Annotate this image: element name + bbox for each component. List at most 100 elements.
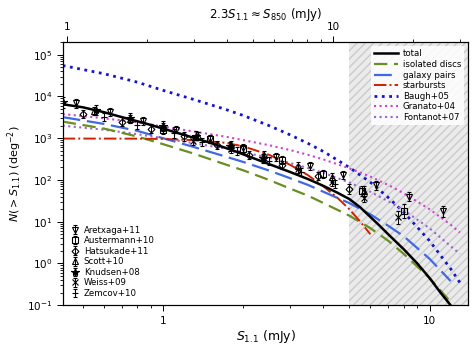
starbursts <box>287 163 293 167</box>
starbursts <box>357 220 363 224</box>
isolated discs <box>448 300 454 304</box>
total <box>182 133 187 137</box>
total <box>119 115 125 119</box>
starbursts <box>334 196 340 200</box>
total <box>457 316 463 320</box>
Baugh+05 <box>457 280 463 285</box>
Baugh+05 <box>401 210 407 214</box>
galaxy pairs <box>266 168 272 173</box>
Fontanot+07 <box>448 244 454 248</box>
Baugh+05 <box>191 97 196 101</box>
X-axis label: $S_{1.1}$ (mJy): $S_{1.1}$ (mJy) <box>236 329 296 345</box>
starbursts <box>222 141 228 145</box>
Line: galaxy pairs: galaxy pairs <box>63 117 451 281</box>
Granato+04 <box>191 130 196 134</box>
total <box>427 276 432 280</box>
starbursts <box>60 137 65 141</box>
Baugh+05 <box>101 72 107 76</box>
isolated discs <box>320 201 326 205</box>
Granato+04 <box>367 174 373 179</box>
Granato+04 <box>346 166 352 171</box>
Fontanot+07 <box>101 128 107 132</box>
isolated discs <box>346 213 352 218</box>
Fontanot+07 <box>457 252 463 256</box>
starbursts <box>135 137 140 141</box>
Baugh+05 <box>135 80 140 84</box>
Line: Baugh+05: Baugh+05 <box>63 66 460 283</box>
Granato+04 <box>427 207 432 211</box>
isolated discs <box>367 226 373 230</box>
galaxy pairs <box>101 122 107 126</box>
Fontanot+07 <box>266 156 272 160</box>
Line: isolated discs: isolated discs <box>63 121 451 302</box>
isolated discs <box>222 162 228 166</box>
Granato+04 <box>320 157 326 161</box>
Baugh+05 <box>427 239 432 243</box>
isolated discs <box>385 239 391 243</box>
isolated discs <box>191 151 196 155</box>
starbursts <box>266 153 272 157</box>
total <box>160 126 166 131</box>
Granato+04 <box>222 134 228 139</box>
Fontanot+07 <box>401 208 407 212</box>
Fontanot+07 <box>135 132 140 136</box>
total <box>80 105 86 110</box>
total <box>357 205 363 210</box>
X-axis label: $2.3S_{1.1}\approx S_{850}$ (mJy): $2.3S_{1.1}\approx S_{850}$ (mJy) <box>209 6 322 22</box>
Granato+04 <box>60 112 65 116</box>
Fontanot+07 <box>160 136 166 140</box>
Fontanot+07 <box>427 226 432 230</box>
starbursts <box>346 207 352 211</box>
starbursts <box>101 137 107 141</box>
total <box>438 291 443 295</box>
total <box>448 303 454 307</box>
Fontanot+07 <box>320 171 326 175</box>
Baugh+05 <box>160 88 166 92</box>
galaxy pairs <box>160 136 166 140</box>
starbursts <box>305 173 311 177</box>
total <box>385 232 391 237</box>
Line: total: total <box>63 104 460 318</box>
Line: Granato+04: Granato+04 <box>63 114 460 233</box>
Baugh+05 <box>320 150 326 154</box>
total <box>266 162 272 166</box>
total <box>240 152 246 157</box>
Fontanot+07 <box>191 141 196 145</box>
total <box>367 215 373 219</box>
galaxy pairs <box>222 154 228 158</box>
total <box>287 170 293 174</box>
total <box>377 224 383 228</box>
total <box>207 141 213 145</box>
galaxy pairs <box>427 257 432 261</box>
Granato+04 <box>287 148 293 152</box>
Fontanot+07 <box>222 146 228 151</box>
isolated discs <box>287 186 293 191</box>
Granato+04 <box>240 138 246 142</box>
starbursts <box>191 138 196 142</box>
Baugh+05 <box>367 180 373 184</box>
total <box>401 247 407 251</box>
isolated discs <box>101 126 107 131</box>
galaxy pairs <box>448 279 454 283</box>
Granato+04 <box>135 120 140 125</box>
Granato+04 <box>457 231 463 235</box>
Baugh+05 <box>240 113 246 118</box>
total <box>141 121 147 125</box>
galaxy pairs <box>320 190 326 194</box>
Granato+04 <box>305 153 311 157</box>
Fontanot+07 <box>240 150 246 154</box>
total <box>346 197 352 201</box>
Granato+04 <box>385 183 391 187</box>
galaxy pairs <box>191 145 196 149</box>
Baugh+05 <box>305 141 311 146</box>
Granato+04 <box>160 125 166 129</box>
galaxy pairs <box>346 201 352 205</box>
total <box>305 177 311 181</box>
Baugh+05 <box>60 64 65 68</box>
total <box>60 102 65 106</box>
Fontanot+07 <box>305 166 311 170</box>
total <box>101 110 107 114</box>
galaxy pairs <box>240 160 246 164</box>
Granato+04 <box>101 116 107 120</box>
Granato+04 <box>448 223 454 227</box>
